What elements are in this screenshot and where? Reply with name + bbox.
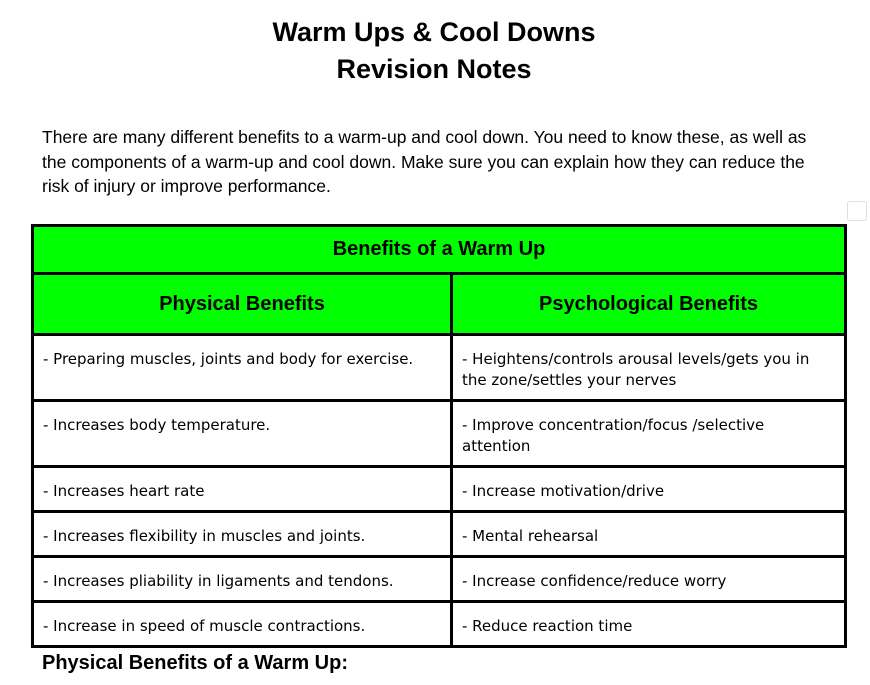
intro: There are many different benefits to a w… [42,127,807,196]
table-row: - Increases pliability in ligaments and … [31,555,847,603]
benefits-table: Benefits of a Warm Up Physical Benefits P… [31,224,847,648]
table-cell: - Increases flexibility in muscles and j… [31,510,453,558]
table-cell: - Improve concentration/focus /selective… [450,399,847,468]
table-row: - Preparing muscles, joints and body for… [31,333,847,402]
drag-handle[interactable] [847,201,867,221]
table-cell: - Mental rehearsal [450,510,847,558]
column-header: Psychological Benefits [450,272,847,336]
title: Warm Ups & Cool Downs Revision Notes [0,14,868,88]
table-cell: - Increases heart rate [31,465,453,513]
table-row: - Increases flexibility in muscles and j… [31,510,847,558]
column-header: Physical Benefits [31,272,453,336]
table-cell: - Increases pliability in ligaments and … [31,555,453,603]
table-title: Benefits of a Warm Up [31,224,847,275]
table-row: - Increase in speed of muscle contractio… [31,600,847,648]
section-heading: Physical Benefits of a Warm Up: [42,652,348,674]
table-cell: - Increase confidence/reduce worry [450,555,847,603]
table-cell: - Preparing muscles, joints and body for… [31,333,453,402]
table-row: - Increases heart rate - Increase motivat… [31,465,847,513]
title-line: Warm Ups & Cool Downs [272,17,596,47]
table-cell: - Heightens/controls arousal levels/gets… [450,333,847,402]
table-row: - Increases body temperature. - Improve c… [31,399,847,468]
table-cell: - Increase motivation/drive [450,465,847,513]
table-cell: - Increases body temperature. [31,399,453,468]
table-cell: - Increase in speed of muscle contractio… [31,600,453,648]
title-line: Revision Notes [336,54,532,84]
table-cell: - Reduce reaction time [450,600,847,648]
